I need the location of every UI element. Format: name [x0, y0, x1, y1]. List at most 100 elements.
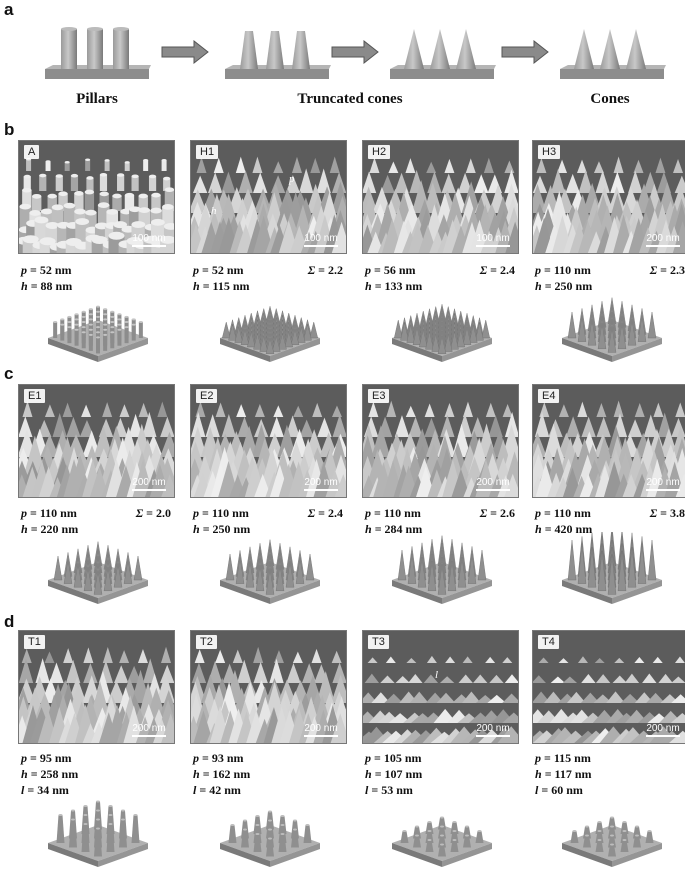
sample-parameters: p = 93 nm h = 162 nm l = 42 nm	[193, 750, 343, 798]
height-annotation: h	[211, 205, 217, 217]
period-value-value: 110 nm	[553, 263, 591, 277]
period-value: p = 56 nm	[365, 263, 416, 277]
period-value: p = 110 nm	[193, 506, 249, 520]
scale-bar: 100 nm	[304, 233, 338, 247]
period-value-value: 110 nm	[383, 506, 421, 520]
period-value-symbol: p	[365, 263, 371, 277]
height-value-symbol: h	[535, 767, 542, 781]
sigma-value: Σ = 2.4	[479, 263, 515, 277]
sample-tag: E1	[24, 389, 46, 403]
height-value-value: 117 nm	[554, 767, 592, 781]
period-value-symbol: p	[535, 506, 541, 520]
height-value: h = 115 nm	[193, 279, 250, 293]
sem-texture	[363, 385, 518, 497]
scale-bar-label: 200 nm	[646, 233, 680, 244]
period-value-symbol: p	[21, 506, 27, 520]
scale-bar: 200 nm	[476, 477, 510, 491]
scale-bar-label: 200 nm	[304, 477, 338, 488]
period-value-value: 56 nm	[383, 263, 416, 277]
height-value-value: 284 nm	[384, 522, 423, 536]
sem-texture	[19, 385, 174, 497]
scale-bar: 100 nm	[476, 233, 510, 247]
scale-bar-label: 200 nm	[132, 477, 166, 488]
period-value: p = 95 nm	[21, 751, 72, 765]
nanostructure-3d-model	[562, 532, 662, 604]
sample-parameters: p = 110 nm h = 420 nm Σ = 3.8	[535, 505, 685, 537]
height-value-value: 162 nm	[212, 767, 251, 781]
sample-tag: E3	[368, 389, 390, 403]
period-value: p = 115 nm	[535, 751, 591, 765]
nanostructure-3d-model	[220, 810, 320, 867]
period-value-symbol: p	[193, 506, 199, 520]
sigma-value: Σ = 2.2	[307, 263, 343, 277]
period-value-value: 105 nm	[383, 751, 422, 765]
height-value-symbol: h	[21, 279, 28, 293]
period-value-symbol: p	[21, 263, 27, 277]
tip-width-value-symbol: l	[535, 783, 539, 797]
sem-texture	[363, 141, 518, 253]
nanostructure-3d-model	[562, 297, 662, 362]
scale-bar-line	[646, 735, 680, 737]
height-value-symbol: h	[365, 767, 372, 781]
height-value: h = 284 nm	[365, 522, 423, 536]
period-value: p = 110 nm	[21, 506, 77, 520]
scale-bar-label: 200 nm	[646, 723, 680, 734]
period-value-symbol: p	[365, 751, 371, 765]
height-value-value: 88 nm	[40, 279, 73, 293]
tip-width-value-symbol: l	[193, 783, 197, 797]
scale-bar: 200 nm	[646, 723, 680, 737]
sem-texture	[191, 631, 346, 743]
scale-bar: 200 nm	[304, 723, 338, 737]
period-value-symbol: p	[535, 263, 541, 277]
cones-schematic-2	[560, 29, 666, 79]
period-value-symbol: p	[193, 751, 199, 765]
scale-bar-label: 100 nm	[476, 233, 510, 244]
height-value-value: 115 nm	[212, 279, 250, 293]
scale-bar-label: 200 nm	[132, 723, 166, 734]
panel-letter-a: a	[4, 0, 14, 19]
nanostructure-3d-model	[220, 539, 320, 604]
sample-parameters: p = 110 nm h = 220 nm Σ = 2.0	[21, 505, 171, 537]
sem-texture	[533, 631, 685, 743]
sample-tag: H1	[196, 145, 219, 159]
sample-parameters: p = 52 nm h = 115 nm Σ = 2.2	[193, 262, 343, 294]
sample-parameters: p = 56 nm h = 133 nm Σ = 2.4	[365, 262, 515, 294]
height-value-value: 250 nm	[554, 279, 593, 293]
height-value-symbol: h	[365, 522, 372, 536]
sample-tag: T3	[368, 635, 389, 649]
arrow-icon	[161, 40, 209, 64]
height-value-value: 107 nm	[384, 767, 423, 781]
truncated-cones-schematic	[225, 31, 331, 79]
height-value: h = 117 nm	[535, 767, 592, 781]
nanostructure-3d-model	[392, 816, 492, 867]
sem-texture	[19, 631, 174, 743]
period-value-symbol: p	[21, 751, 27, 765]
tip-width-value-value: 60 nm	[551, 783, 583, 797]
sample-parameters: p = 52 nm h = 88 nm	[21, 262, 171, 294]
period-value-value: 95 nm	[39, 751, 72, 765]
scale-bar-line	[476, 245, 510, 247]
height-value-value: 250 nm	[212, 522, 251, 536]
nanostructure-3d-model	[48, 800, 148, 867]
arrow-icon	[501, 40, 549, 64]
sample-parameters: p = 110 nm h = 250 nm Σ = 2.4	[193, 505, 343, 537]
arrow-icon	[331, 40, 379, 64]
sample-tag: E4	[538, 389, 560, 403]
scale-bar: 200 nm	[646, 477, 680, 491]
tip-width-value-value: 34 nm	[37, 783, 69, 797]
label-truncated-cones: Truncated cones	[297, 91, 403, 107]
period-value: p = 105 nm	[365, 751, 422, 765]
scale-bar-label: 200 nm	[476, 723, 510, 734]
scale-bar-line	[132, 489, 166, 491]
sample-tag: T4	[538, 635, 559, 649]
period-value-value: 110 nm	[553, 506, 591, 520]
scale-bar-line	[132, 735, 166, 737]
sample-tag: A	[24, 145, 40, 159]
sem-image-e3: E3 200 nm	[362, 384, 519, 498]
scale-bar-line	[304, 489, 338, 491]
scale-bar-label: 200 nm	[646, 477, 680, 488]
sem-image-h3: H3 200 nm	[532, 140, 685, 254]
period-value-value: 110 nm	[211, 506, 249, 520]
height-value: h = 88 nm	[21, 279, 73, 293]
period-value: p = 52 nm	[21, 263, 72, 277]
